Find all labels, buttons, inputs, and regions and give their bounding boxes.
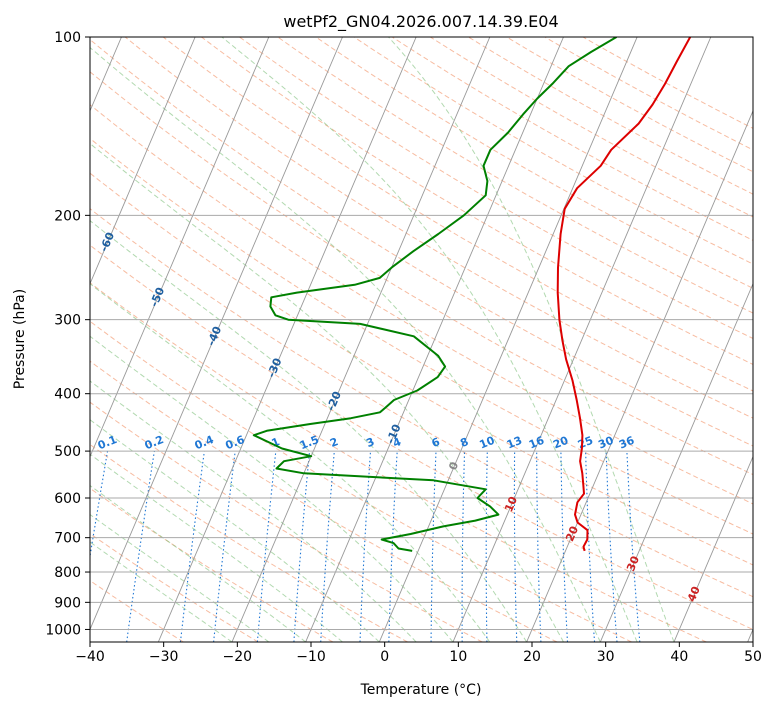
y-tick-label: 900 [54,595,81,611]
y-tick-label: 700 [54,531,81,547]
x-tick-label: −10 [296,649,326,665]
x-tick-label: 30 [597,649,615,665]
x-tick-label: 10 [449,649,467,665]
x-tick-label: 0 [380,649,389,665]
x-tick-label: 40 [670,649,688,665]
chart-title: wetPf2_GN04.2026.007.14.39.E04 [283,12,558,32]
y-tick-label: 200 [54,208,81,224]
y-tick-label: 800 [54,565,81,581]
y-tick-label: 400 [54,387,81,403]
y-tick-label: 100 [54,30,81,46]
x-tick-label: 20 [523,649,541,665]
x-tick-label: −30 [149,649,179,665]
y-tick-label: 1000 [45,622,81,638]
y-axis-label: Pressure (hPa) [12,289,28,389]
y-tick-label: 600 [54,491,81,507]
y-tick-label: 500 [54,444,81,460]
x-tick-label: 50 [744,649,762,665]
y-tick-label: 300 [54,313,81,329]
x-axis-label: Temperature (°C) [360,682,482,698]
x-tick-label: −40 [75,649,105,665]
x-tick-label: −20 [223,649,253,665]
